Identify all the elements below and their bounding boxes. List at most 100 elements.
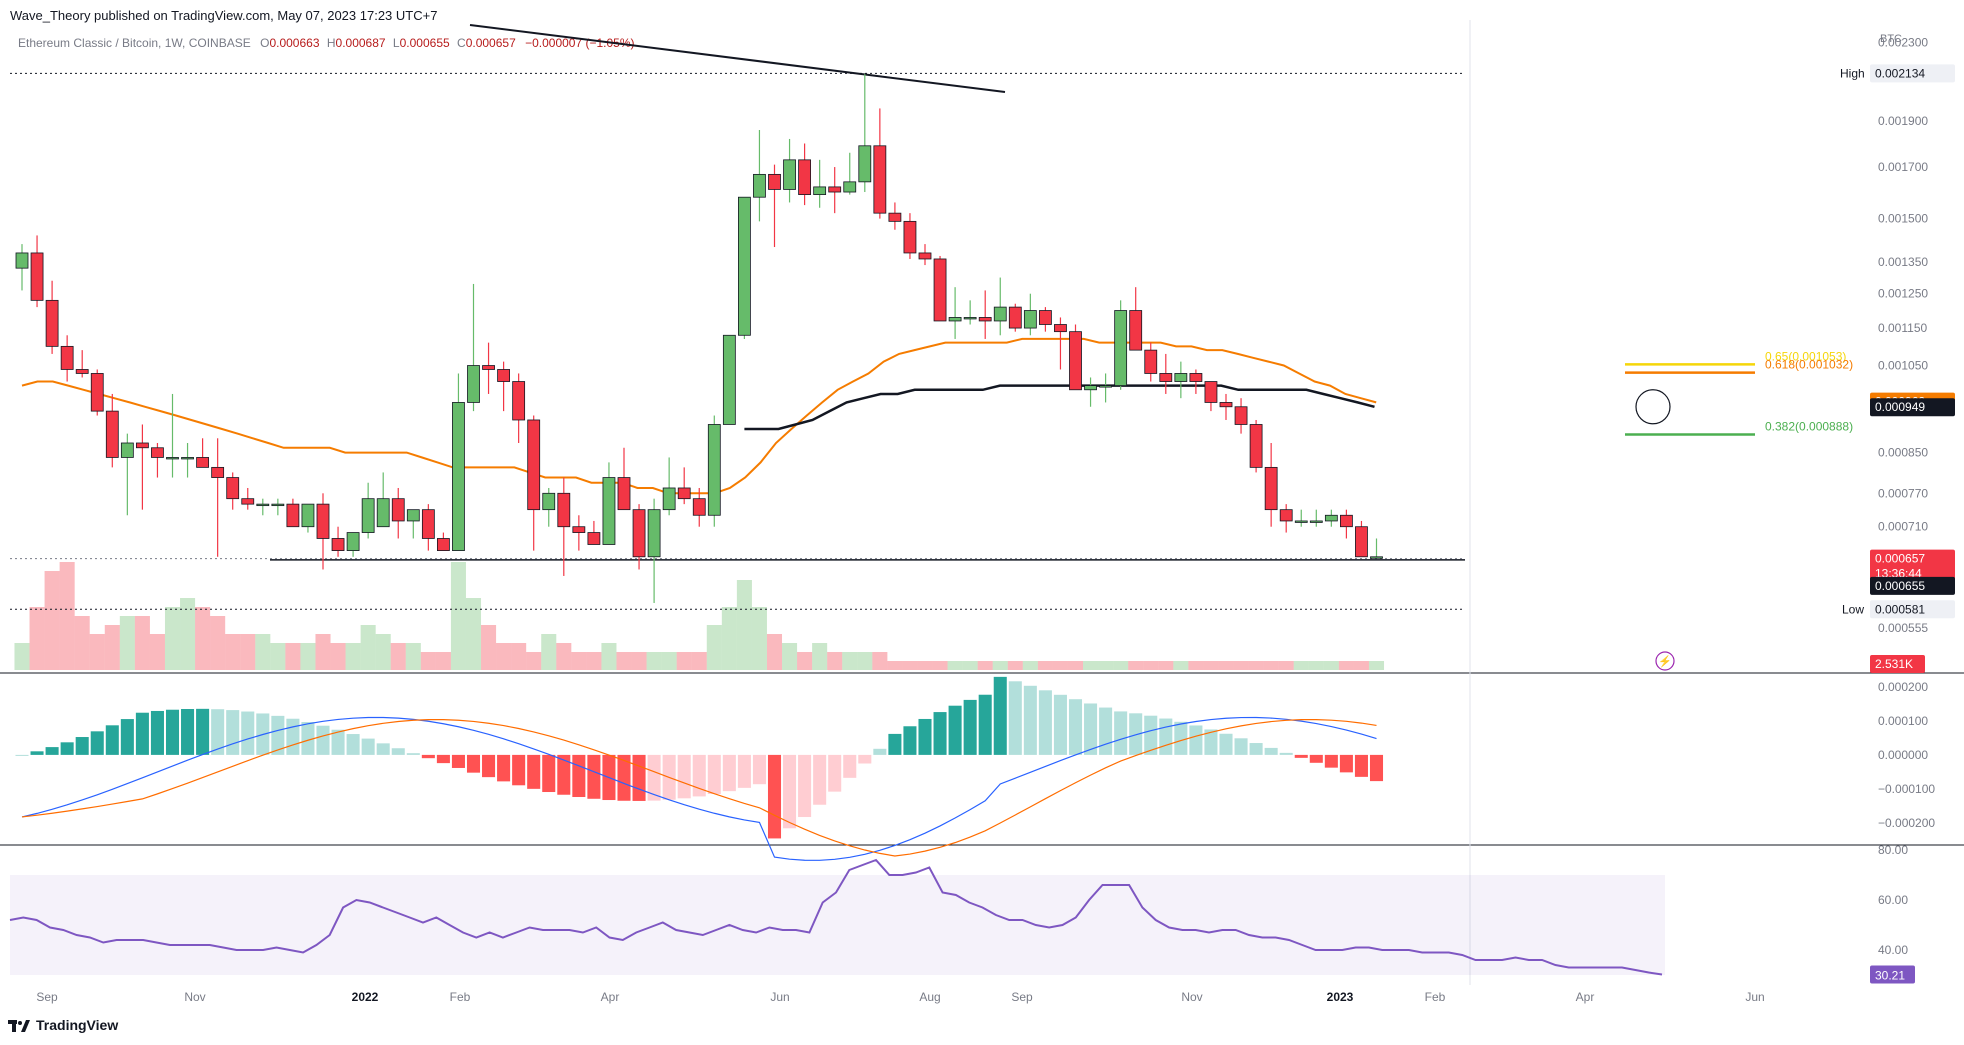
candle-body [572, 526, 586, 533]
macd-histogram-bar [482, 754, 496, 778]
candle-body [120, 442, 134, 458]
volume-bar [511, 643, 527, 670]
candle-body [15, 252, 29, 269]
volume-bar [496, 643, 512, 670]
candle-body [1099, 385, 1112, 388]
macd-histogram-bar [737, 754, 751, 788]
volume-bar [842, 652, 858, 670]
volume-bar [481, 625, 497, 670]
macd-histogram-bar [722, 754, 736, 792]
candle-body [1189, 373, 1203, 382]
candle-body [662, 487, 676, 511]
sma-value-tag: 0.000949 [1875, 400, 1925, 414]
candle-body [948, 317, 962, 322]
macd-histogram-bar [1084, 703, 1098, 755]
candle-body [677, 487, 691, 500]
volume-bar [992, 661, 1008, 670]
macd-histogram-bar [376, 743, 390, 755]
volume-bar [1173, 661, 1189, 670]
macd-histogram-bar [120, 719, 134, 755]
volume-bar [1098, 661, 1114, 670]
time-axis-label: Jun [1745, 990, 1764, 1004]
macd-histogram-bar [1099, 707, 1113, 755]
volume-bar [1007, 661, 1023, 670]
macd-tick-label: −0.000100 [1878, 782, 1935, 796]
candle-body [707, 424, 721, 516]
macd-histogram-bar [361, 738, 375, 755]
candle-body [75, 369, 89, 374]
candle-body [963, 317, 977, 320]
volume-bar [1203, 661, 1219, 670]
volume-bar [766, 634, 783, 670]
macd-histogram-bar [1159, 718, 1173, 755]
candle-body [933, 258, 947, 322]
candle-body [286, 503, 300, 528]
time-axis-label: Aug [919, 990, 940, 1004]
sma-value-tag-bg [1870, 398, 1955, 417]
volume-bar [345, 643, 361, 670]
volume-bar [375, 634, 391, 670]
macd-histogram-bar [843, 754, 857, 778]
sma-line [744, 384, 1375, 431]
candle-body [1129, 310, 1143, 351]
time-axis-label: 2023 [1327, 990, 1354, 1004]
candle-body [542, 492, 556, 511]
price-tick-label: 0.001350 [1878, 255, 1928, 269]
volume-bar [1263, 661, 1279, 670]
price-tick-label: 0.001250 [1878, 287, 1928, 301]
candle-body [692, 498, 706, 516]
macd-histogram-bar [1279, 752, 1293, 755]
candle-body [497, 369, 511, 382]
volume-bar [420, 652, 436, 670]
volume-bar [631, 652, 647, 670]
macd-histogram-bar [677, 754, 691, 799]
candle-body [512, 381, 526, 421]
signal-line [21, 719, 1377, 857]
candle-body [90, 373, 104, 412]
low-tag-label: Low [1842, 602, 1864, 616]
macd-histogram-bar [105, 725, 119, 755]
volume-bar [721, 607, 737, 670]
open-value: 0.000663 [269, 36, 320, 50]
macd-histogram-bar [587, 754, 601, 799]
volume-bar [450, 562, 466, 670]
macd-histogram-bar [436, 754, 450, 764]
macd-tick-label: 0.000200 [1878, 680, 1928, 694]
candle-body [241, 498, 255, 505]
candle-body [527, 419, 541, 511]
volume-bar [556, 643, 572, 670]
volume-bar [29, 607, 45, 670]
candle-body [421, 509, 435, 539]
candle-body [918, 252, 932, 260]
price-tick-label: 0.000555 [1878, 621, 1928, 635]
candle-body [903, 220, 917, 254]
volume-bar [601, 643, 617, 670]
candle-body [196, 457, 210, 468]
candle-body [617, 477, 631, 511]
volume-bar [300, 643, 316, 670]
candle-body [858, 145, 872, 183]
candle-body [1114, 310, 1128, 387]
candle-body [557, 492, 571, 528]
rsi-tick-label: 80.00 [1878, 843, 1908, 857]
candle-body [271, 503, 285, 507]
macd-histogram-bar [542, 754, 556, 793]
symbol-legend: Ethereum Classic / Bitcoin, 1W, COINBASE… [18, 36, 635, 50]
volume-bar [119, 616, 135, 670]
macd-histogram-bar [1038, 690, 1052, 755]
candle-body [647, 509, 661, 558]
candle-body [30, 252, 44, 301]
volume-bar [812, 643, 828, 670]
candle-body [1279, 509, 1293, 522]
candle-body [1008, 306, 1022, 329]
volume-bar [541, 634, 557, 670]
candle-body [1069, 331, 1082, 391]
volume-bar [315, 634, 331, 670]
volume-bar [1188, 661, 1204, 670]
macd-histogram-bar [211, 709, 225, 755]
rsi-tick-label: 40.00 [1878, 943, 1908, 957]
macd-histogram-bar [828, 754, 842, 792]
macd-histogram-bar [286, 718, 300, 755]
candle-body [482, 365, 495, 370]
